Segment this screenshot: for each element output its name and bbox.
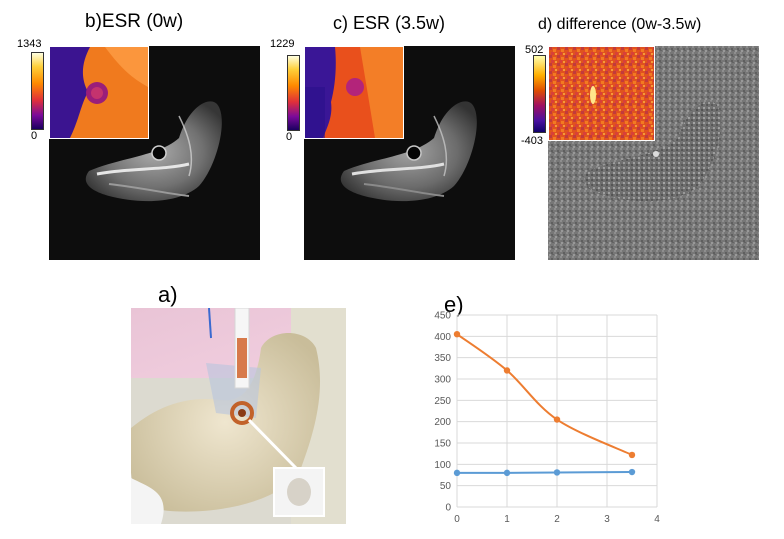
panel-d-colorbar bbox=[533, 55, 546, 133]
panel-b-colorbar-min: 0 bbox=[31, 130, 38, 142]
y-tick-label: 0 bbox=[445, 503, 451, 514]
y-tick-label: 450 bbox=[434, 311, 451, 322]
series-line-orange bbox=[456, 333, 633, 456]
y-tick-label: 350 bbox=[434, 353, 451, 364]
panel-c-inset bbox=[304, 46, 404, 139]
data-point-orange bbox=[453, 331, 461, 338]
x-tick-label: 1 bbox=[504, 514, 510, 525]
panel-c-label: c) ESR (3.5w) bbox=[333, 13, 446, 33]
esr-3-5w-mri-image bbox=[304, 46, 515, 260]
data-point-orange bbox=[553, 416, 561, 423]
y-tick-label: 50 bbox=[440, 481, 452, 492]
panel-c-colorbar-min: 0 bbox=[286, 131, 293, 143]
y-tick-label: 400 bbox=[434, 332, 451, 343]
panel-e-label: e) bbox=[444, 292, 464, 317]
data-point-blue bbox=[553, 469, 561, 476]
panel-b-inset bbox=[49, 46, 149, 139]
data-point-blue bbox=[503, 469, 511, 477]
x-tick-label: 4 bbox=[654, 514, 660, 525]
panel-c-colorbar bbox=[287, 55, 300, 131]
esr-0w-color-map bbox=[50, 47, 148, 138]
data-point-blue bbox=[453, 469, 461, 477]
panel-d-colorbar-max: 502 bbox=[525, 44, 544, 56]
y-tick-label: 300 bbox=[434, 375, 451, 386]
y-tick-label: 150 bbox=[434, 439, 451, 450]
data-point-orange bbox=[503, 367, 511, 374]
panel-a-label: a) bbox=[158, 282, 178, 307]
panel-d-colorbar-min: -403 bbox=[521, 135, 544, 147]
data-point-orange bbox=[628, 451, 636, 459]
phantom-setup-photo bbox=[131, 308, 346, 524]
line-chart: 0 50 100 150 200 250 300 350 400 450 0 1 2 3 4 bbox=[434, 311, 660, 526]
panel-b-colorbar-max: 1343 bbox=[17, 38, 42, 50]
panel-a-photo bbox=[131, 308, 346, 524]
y-tick-label: 100 bbox=[434, 460, 451, 471]
x-tick-label: 2 bbox=[554, 514, 560, 525]
panel-c-image bbox=[304, 46, 515, 260]
data-point-blue bbox=[628, 468, 636, 476]
panel-d-label: d) difference (0w-3.5w) bbox=[538, 16, 702, 33]
panel-b-colorbar bbox=[31, 52, 44, 130]
y-tick-label: 250 bbox=[434, 396, 451, 407]
series-line-blue bbox=[456, 471, 633, 474]
x-tick-label: 3 bbox=[604, 514, 610, 525]
x-tick-label: 0 bbox=[454, 514, 460, 525]
panel-b-label: b)ESR (0w) bbox=[85, 11, 184, 32]
difference-color-map bbox=[549, 47, 654, 140]
panel-d-inset bbox=[548, 46, 655, 141]
y-tick-label: 200 bbox=[434, 417, 451, 428]
esr-3-5w-color-map bbox=[305, 47, 403, 138]
panel-c-colorbar-max: 1229 bbox=[270, 38, 295, 50]
